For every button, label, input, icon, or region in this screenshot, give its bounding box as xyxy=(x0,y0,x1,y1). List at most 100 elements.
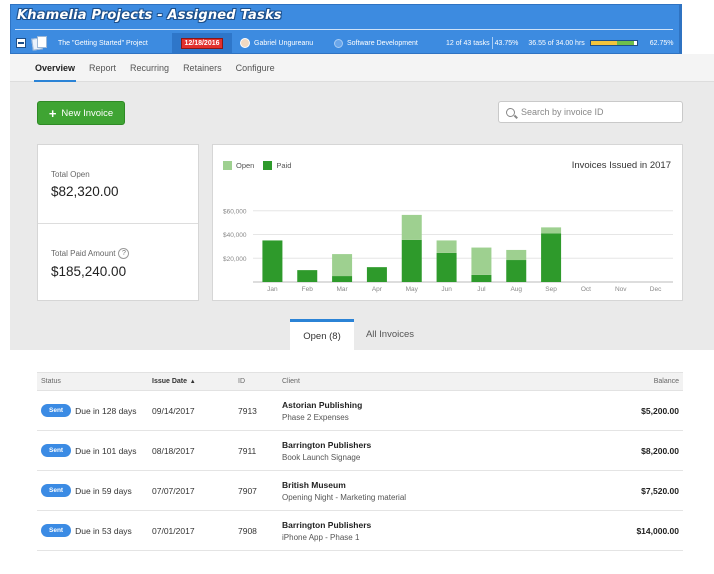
x-tick-label: Nov xyxy=(615,286,627,293)
client-name: Barrington Publishers xyxy=(282,439,372,450)
invoices-chart-card: $20,000 $40,000 $60,000 Jan Feb Mar Apr May Jun J… xyxy=(212,144,683,301)
x-tick-label: Mar xyxy=(336,286,348,293)
balance-value: $7,520.00 xyxy=(641,485,679,496)
status-cell: Sent Due in 53 days xyxy=(37,524,152,537)
balance-value: $5,200.00 xyxy=(641,405,679,416)
x-tick-label: Jun xyxy=(441,286,452,293)
total-paid: Total Paid Amount ? $185,240.00 xyxy=(38,223,198,301)
open-bar xyxy=(541,227,562,234)
total-paid-value: $185,240.00 xyxy=(51,264,127,279)
balance-cell: $5,200.00 xyxy=(502,406,683,416)
total-open: Total Open $82,320.00 xyxy=(38,145,198,223)
hours-progress-bar xyxy=(589,40,638,46)
legend-paid: Paid xyxy=(263,161,291,170)
search-input[interactable] xyxy=(521,107,671,117)
due-text: Due in 53 days xyxy=(75,525,132,536)
total-paid-label-row: Total Paid Amount ? xyxy=(51,248,198,259)
header-issue-date[interactable]: Issue Date ▲ xyxy=(152,378,238,385)
hours-text: 36.55 of 34.00 hrs xyxy=(528,39,585,47)
balance-cell: $14,000.00 xyxy=(502,526,683,536)
project-row[interactable]: The "Getting Started" Project 12/18/2016… xyxy=(11,33,679,53)
y-tick-label: $60,000 xyxy=(223,208,247,215)
x-tick-label: Oct xyxy=(581,286,591,293)
search-box[interactable] xyxy=(498,101,683,123)
legend-open-swatch xyxy=(223,161,232,170)
tab-open[interactable]: Open (8) xyxy=(290,319,354,350)
client-name: British Museum xyxy=(282,479,346,490)
client-name: Astorian Publishing xyxy=(282,399,363,410)
status-badge: Sent xyxy=(41,404,72,417)
header-client[interactable]: Client xyxy=(282,378,300,385)
header-id[interactable]: ID xyxy=(238,378,245,385)
table-row[interactable]: Sent Due in 101 days 08/18/2017 7911 Barring… xyxy=(37,431,683,471)
paid-bar xyxy=(506,260,527,282)
tasks-count: 12 of 43 tasks xyxy=(446,39,490,47)
paid-bar xyxy=(401,239,422,282)
open-bar xyxy=(506,249,527,261)
invoice-description: iPhone App - Phase 1 xyxy=(282,532,360,542)
legend-open: Open xyxy=(223,161,254,170)
hours-percent: 62.75% xyxy=(649,39,674,47)
due-text: Due in 101 days xyxy=(75,445,137,456)
table-row[interactable]: Sent Due in 59 days 07/07/2017 7907 British … xyxy=(37,471,683,511)
new-invoice-button[interactable]: + New Invoice xyxy=(37,101,125,125)
x-tick-label: Jul xyxy=(477,286,486,293)
header-issue-date-label: Issue Date xyxy=(152,378,188,385)
tasks-percent: 43.75% xyxy=(494,39,519,47)
client-name: Barrington Publishers xyxy=(282,519,372,530)
y-tick-label: $40,000 xyxy=(223,232,247,239)
paid-bar xyxy=(471,274,492,282)
legend-open-label: Open xyxy=(236,161,255,170)
open-bar xyxy=(332,254,353,277)
invoice-description: Opening Night - Marketing material xyxy=(282,492,407,502)
search-icon xyxy=(506,107,515,117)
client-cell: Barrington Publishers Book Launch Signage xyxy=(282,440,502,462)
status-badge: Sent xyxy=(41,524,72,537)
header-balance[interactable]: Balance xyxy=(653,378,679,385)
header-status[interactable]: Status xyxy=(41,378,61,385)
issue-date: 08/18/2017 xyxy=(152,445,195,456)
invoices-bar-chart: $20,000 $40,000 $60,000 Jan Feb Mar Apr May Jun J… xyxy=(223,208,673,293)
nav-recurring[interactable]: Recurring xyxy=(130,62,170,73)
group-name: Software Development xyxy=(347,39,418,47)
paid-bar xyxy=(436,252,457,282)
legend-paid-swatch xyxy=(263,161,273,170)
chart-legend: Open Paid xyxy=(223,161,291,170)
table-row[interactable]: Sent Due in 128 days 09/14/2017 7913 Astoria… xyxy=(37,391,683,431)
status-cell: Sent Due in 128 days xyxy=(37,404,152,417)
nav-report[interactable]: Report xyxy=(89,62,117,73)
help-icon[interactable]: ? xyxy=(118,248,130,259)
nav-overview[interactable]: Overview xyxy=(33,54,77,82)
legend-paid-label: Paid xyxy=(276,161,292,170)
due-date-badge: 12/18/2016 xyxy=(181,37,223,49)
nav-configure[interactable]: Configure xyxy=(235,62,275,73)
x-tick-label: Dec xyxy=(650,286,662,293)
x-tick-label: May xyxy=(406,286,419,293)
paid-bar xyxy=(262,240,283,282)
status-cell: Sent Due in 59 days xyxy=(37,484,152,497)
total-open-value: $82,320.00 xyxy=(51,184,119,199)
tab-all-invoices[interactable]: All Invoices xyxy=(365,329,415,340)
client-cell: Astorian Publishing Phase 2 Expenses xyxy=(282,400,502,422)
date-cell: 12/18/2016 xyxy=(172,33,232,53)
issue-date: 07/07/2017 xyxy=(152,485,195,496)
paid-bar xyxy=(332,276,353,282)
nav-retainers[interactable]: Retainers xyxy=(183,62,222,73)
project-name[interactable]: The "Getting Started" Project xyxy=(58,39,148,47)
balance-cell: $8,200.00 xyxy=(502,446,683,456)
x-tick-label: Feb xyxy=(302,286,314,293)
project-banner: Khamelia Projects - Assigned Tasks The "… xyxy=(10,4,680,54)
chart-title: Invoices Issued in 2017 xyxy=(571,160,671,171)
totals-card: Total Open $82,320.00 Total Paid Amount … xyxy=(37,144,199,301)
balance-cell: $7,520.00 xyxy=(502,486,683,496)
open-bar xyxy=(471,247,492,275)
collapse-icon[interactable] xyxy=(16,38,26,48)
table-header: Status Issue Date ▲ ID Client Balance xyxy=(37,372,683,391)
issue-date: 07/01/2017 xyxy=(152,525,195,536)
banner-side-panel xyxy=(680,4,714,54)
client-cell: Barrington Publishers iPhone App - Phase … xyxy=(282,520,502,542)
overview-panel: + New Invoice Total Open $82,320.00 Tota… xyxy=(10,82,714,350)
table-row[interactable]: Sent Due in 53 days 07/01/2017 7908 Barringt… xyxy=(37,511,683,551)
plus-icon: + xyxy=(48,105,57,121)
x-tick-label: Apr xyxy=(372,286,383,293)
